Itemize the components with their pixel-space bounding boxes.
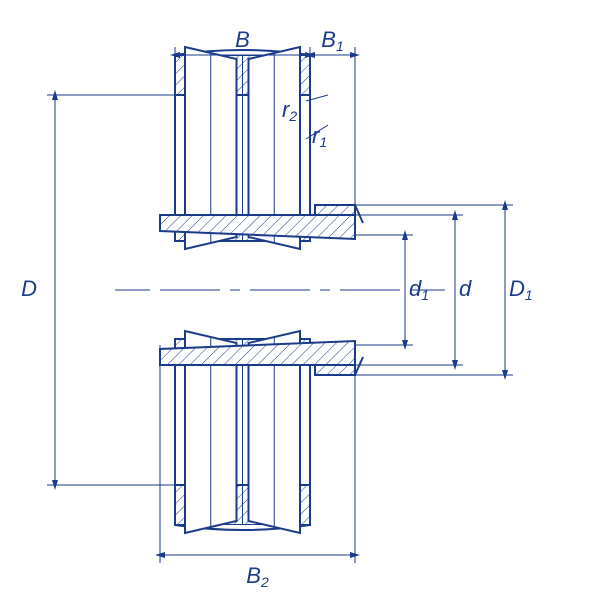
label-B: B xyxy=(235,27,250,52)
label-D: D xyxy=(21,276,37,301)
label-d: d xyxy=(459,276,472,301)
label-B2: B2 xyxy=(246,563,269,590)
bearing-diagram: BB1B2Dd1dD1r2r1 xyxy=(0,0,600,600)
label-B1: B1 xyxy=(321,27,343,54)
label-D1: D1 xyxy=(509,276,533,303)
label-d1: d1 xyxy=(409,276,429,303)
